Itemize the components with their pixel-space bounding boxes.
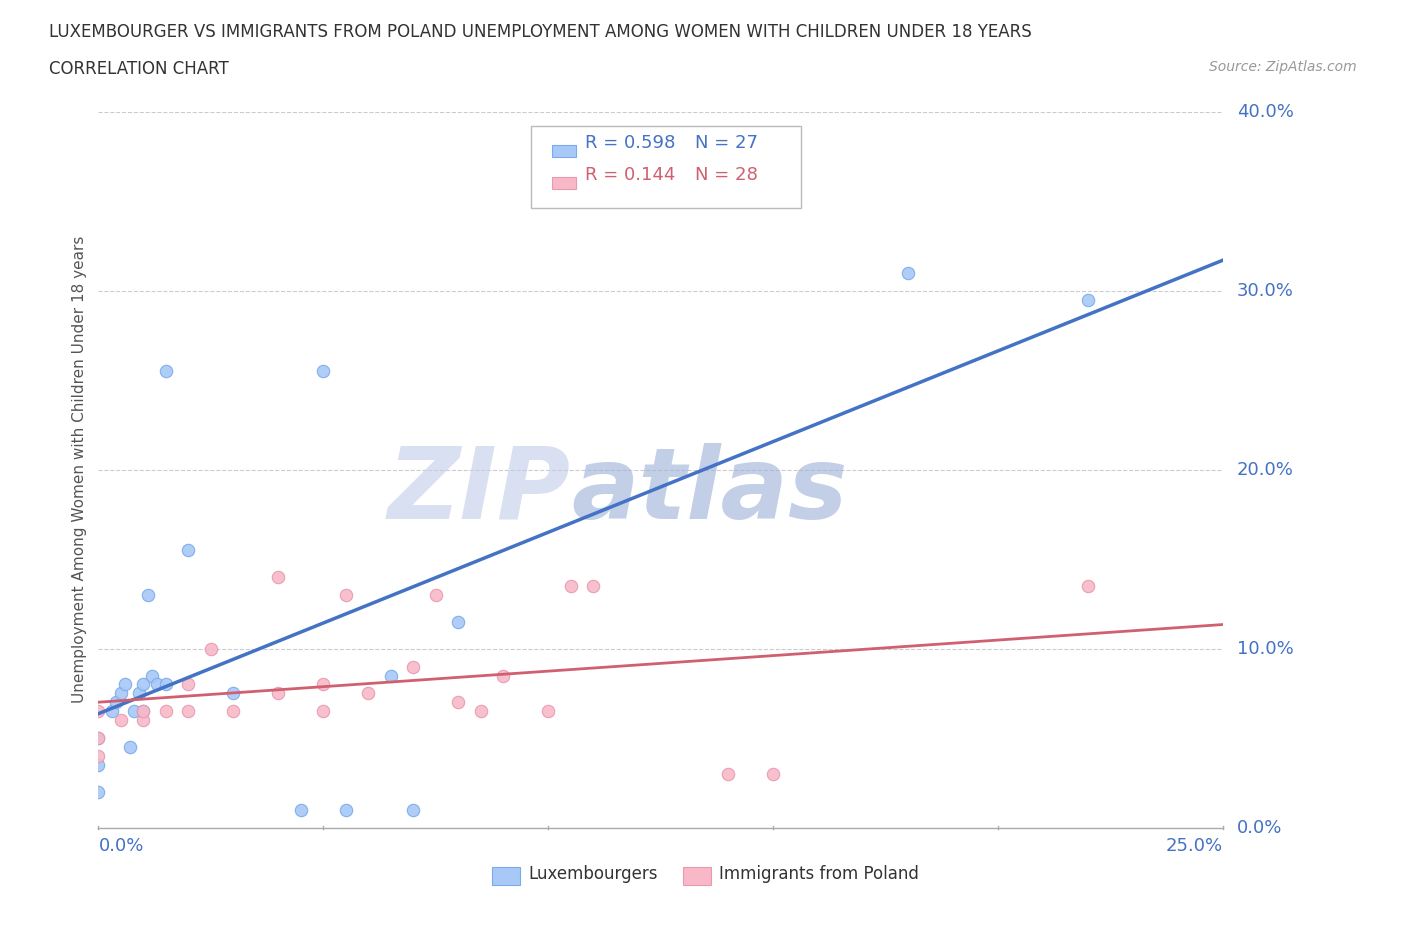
Text: ZIP: ZIP [388, 443, 571, 539]
Point [132, 712, 155, 727]
Point [110, 686, 132, 701]
Point [1077, 578, 1099, 593]
Point [177, 543, 200, 558]
Point [141, 668, 163, 683]
Point [155, 364, 177, 379]
Point [132, 704, 155, 719]
Point [177, 677, 200, 692]
Point [897, 265, 920, 280]
Text: 0.0%: 0.0% [1237, 818, 1282, 837]
Text: CORRELATION CHART: CORRELATION CHART [49, 60, 229, 78]
Text: Luxembourgers: Luxembourgers [529, 865, 658, 884]
Point [132, 677, 155, 692]
Point [560, 578, 582, 593]
Point [155, 677, 177, 692]
Text: Immigrants from Poland: Immigrants from Poland [720, 865, 920, 884]
Point [447, 695, 470, 710]
Point [128, 686, 150, 701]
Point [402, 659, 425, 674]
Text: atlas: atlas [571, 443, 848, 539]
FancyBboxPatch shape [683, 867, 711, 885]
Point [762, 766, 785, 781]
Point [335, 803, 357, 817]
Point [200, 642, 222, 657]
Point [87, 731, 110, 746]
Point [357, 686, 380, 701]
FancyBboxPatch shape [492, 867, 520, 885]
Point [101, 704, 124, 719]
Point [124, 704, 146, 719]
Point [118, 739, 141, 754]
FancyBboxPatch shape [531, 126, 801, 208]
Point [447, 615, 470, 630]
Text: 30.0%: 30.0% [1237, 282, 1294, 299]
Point [114, 677, 136, 692]
Text: 20.0%: 20.0% [1237, 460, 1294, 479]
Point [267, 569, 290, 585]
Point [312, 704, 335, 719]
Text: 10.0%: 10.0% [1237, 640, 1294, 658]
Point [87, 758, 110, 773]
Point [425, 588, 447, 603]
Point [470, 704, 492, 719]
Point [177, 704, 200, 719]
Point [146, 677, 169, 692]
Point [312, 677, 335, 692]
Point [132, 704, 155, 719]
Point [402, 803, 425, 817]
Text: Source: ZipAtlas.com: Source: ZipAtlas.com [1209, 60, 1357, 74]
Point [87, 731, 110, 746]
Point [105, 695, 128, 710]
Point [582, 578, 605, 593]
Point [312, 364, 335, 379]
Point [290, 803, 312, 817]
Point [155, 704, 177, 719]
Point [136, 588, 159, 603]
Point [717, 766, 740, 781]
Text: 40.0%: 40.0% [1237, 102, 1294, 121]
Point [537, 704, 560, 719]
Text: R = 0.598: R = 0.598 [585, 134, 676, 152]
Point [267, 686, 290, 701]
Point [87, 785, 110, 800]
Y-axis label: Unemployment Among Women with Children Under 18 years: Unemployment Among Women with Children U… [72, 236, 87, 703]
Text: 25.0%: 25.0% [1166, 837, 1223, 855]
Text: N = 28: N = 28 [695, 166, 758, 183]
Point [110, 712, 132, 727]
Point [87, 704, 110, 719]
FancyBboxPatch shape [551, 177, 576, 189]
Text: R = 0.144: R = 0.144 [585, 166, 676, 183]
FancyBboxPatch shape [551, 145, 576, 157]
Point [222, 686, 245, 701]
Point [1077, 292, 1099, 307]
Point [492, 668, 515, 683]
Point [380, 668, 402, 683]
Point [335, 588, 357, 603]
Text: LUXEMBOURGER VS IMMIGRANTS FROM POLAND UNEMPLOYMENT AMONG WOMEN WITH CHILDREN UN: LUXEMBOURGER VS IMMIGRANTS FROM POLAND U… [49, 23, 1032, 41]
Text: N = 27: N = 27 [695, 134, 758, 152]
Point [222, 704, 245, 719]
Text: 0.0%: 0.0% [98, 837, 143, 855]
Point [87, 749, 110, 764]
